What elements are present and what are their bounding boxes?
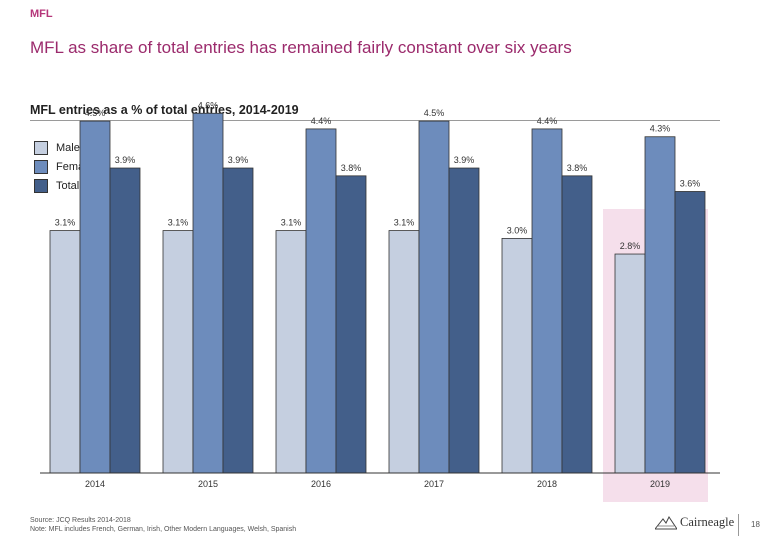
x-tick-label-2019: 2019 [650, 479, 670, 489]
data-label-female-2015: 4.6% [198, 100, 219, 110]
data-label-male-2017: 3.1% [394, 218, 415, 228]
data-label-male-2018: 3.0% [507, 225, 528, 235]
legend-item-male: Male [34, 138, 93, 157]
legend-label-male: Male [56, 141, 80, 154]
bar-male-2017 [388, 230, 420, 474]
data-label-female-2016: 4.4% [311, 116, 332, 126]
data-label-male-2016: 3.1% [281, 218, 302, 228]
data-label-male-2019: 2.8% [620, 241, 641, 251]
bar-total-2019 [674, 191, 706, 474]
x-tick-label-2015: 2015 [198, 479, 218, 489]
data-label-total-2019: 3.6% [680, 178, 701, 188]
mountain-logo-icon [655, 515, 677, 529]
legend-label-total: Total [56, 179, 80, 192]
x-tick-label-2014: 2014 [85, 479, 105, 489]
data-label-female-2019: 4.3% [650, 124, 671, 134]
bar-female-2014 [79, 120, 111, 474]
bar-female-2016 [305, 128, 337, 474]
x-tick-label-2017: 2017 [424, 479, 444, 489]
bar-total-2015 [222, 167, 254, 474]
data-label-total-2014: 3.9% [115, 155, 136, 165]
page-number: 18 [751, 520, 760, 529]
bar-male-2018 [501, 237, 533, 474]
footer-separator [738, 514, 739, 536]
chart-subtitle: MFL entries as a % of total entries, 201… [30, 103, 299, 117]
bar-female-2018 [531, 128, 563, 474]
bar-male-2015 [162, 230, 194, 474]
bar-female-2015 [192, 112, 224, 474]
x-tick-label-2018: 2018 [537, 479, 557, 489]
data-label-female-2017: 4.5% [424, 108, 445, 118]
source-text: Source: JCQ Results 2014-2018 [30, 517, 131, 524]
data-label-male-2014: 3.1% [55, 218, 76, 228]
bar-male-2016 [275, 230, 307, 474]
bar-total-2018 [561, 175, 593, 474]
legend-swatch-male [34, 140, 48, 155]
bar-female-2017 [418, 120, 450, 474]
legend-swatch-total [34, 178, 48, 193]
bar-male-2014 [49, 230, 81, 474]
footer-source: Source: JCQ Results 2014-2018 Note: MFL … [30, 516, 296, 534]
data-label-female-2018: 4.4% [537, 116, 558, 126]
bar-female-2019 [644, 136, 676, 474]
company-logo: Cairneagle [655, 515, 734, 530]
bar-total-2016 [335, 175, 367, 474]
subtitle-divider [30, 120, 720, 121]
section-tag: MFL [30, 8, 53, 20]
bar-total-2014 [109, 167, 141, 474]
legend-item-total: Total [34, 176, 93, 195]
data-label-total-2016: 3.8% [341, 163, 362, 173]
x-tick-label-2016: 2016 [311, 479, 331, 489]
data-label-female-2014: 4.5% [85, 108, 106, 118]
note-text: Note: MFL includes French, German, Irish… [30, 526, 297, 533]
data-label-total-2015: 3.9% [228, 155, 249, 165]
data-label-total-2017: 3.9% [454, 155, 475, 165]
page-title: MFL as share of total entries has remain… [30, 38, 572, 57]
data-label-male-2015: 3.1% [168, 218, 189, 228]
legend-swatch-female [34, 159, 48, 174]
logo-wordmark: Cairneagle [680, 515, 735, 529]
data-label-total-2018: 3.8% [567, 163, 588, 173]
bar-male-2019 [614, 253, 646, 474]
bar-total-2017 [448, 167, 480, 474]
